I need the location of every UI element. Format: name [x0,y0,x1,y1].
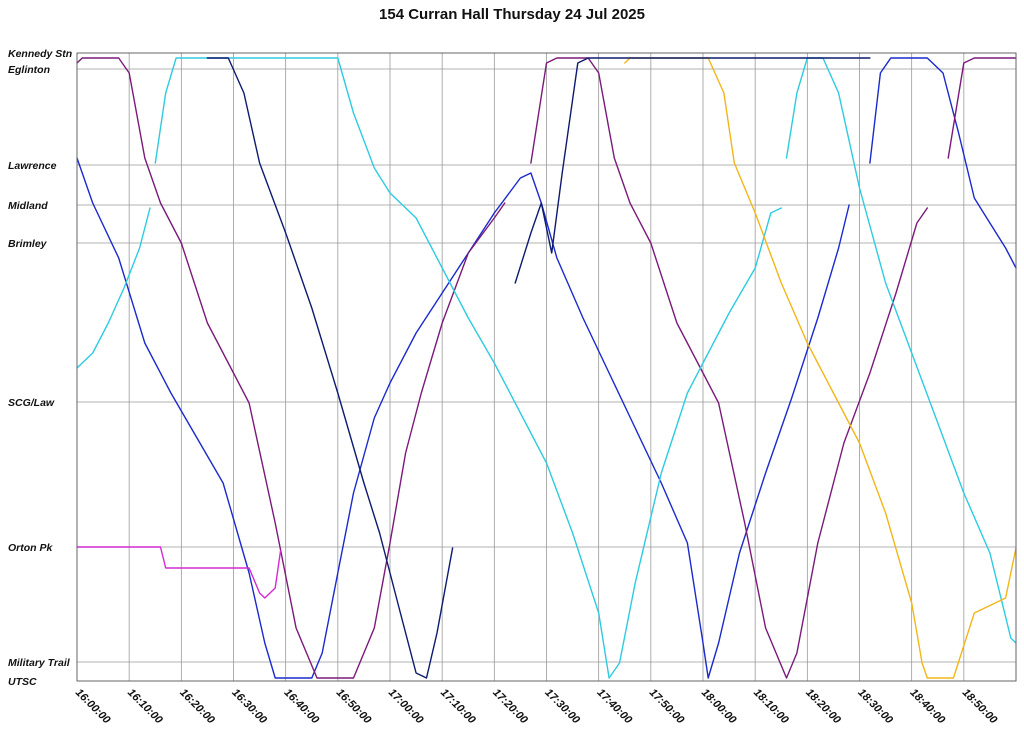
x-axis-time-labels: 16:00:00 16:10:00 16:20:00 16:30:00 16:40:00… [73,687,1000,727]
stop-label: Kennedy Stn [8,48,72,60]
trip-line-4 [530,57,928,679]
stop-label: Military Trail [8,657,71,669]
time-tick-label: 17:30:00 [542,687,582,727]
stop-label: UTSC [8,676,37,688]
time-tick-label: 18:30:00 [855,687,895,727]
trip-line-11 [514,57,871,284]
time-tick-label: 18:00:00 [699,687,739,727]
trip-line-7 [154,57,782,679]
time-tick-label: 16:10:00 [125,687,165,727]
trip-line-6 [76,207,151,369]
trip-line-9 [624,57,1017,679]
time-tick-label: 18:40:00 [908,687,948,727]
time-tick-label: 18:20:00 [803,687,843,727]
time-tick-label: 17:20:00 [490,687,530,727]
trip-line-12 [76,546,282,599]
time-tick-label: 16:30:00 [229,687,269,727]
time-tick-label: 17:00:00 [386,687,426,727]
trip-line-5 [947,57,1017,159]
stop-label: Orton Pk [8,542,53,554]
stop-label: Lawrence [8,160,57,172]
time-tick-label: 16:00:00 [73,687,113,727]
time-tick-label: 17:40:00 [595,687,635,727]
time-tick-label: 18:50:00 [960,687,1000,727]
time-tick-label: 16:20:00 [177,687,217,727]
trip-line-10 [206,57,454,679]
stop-label: Eglinton [8,64,50,76]
stop-label: SCG/Law [8,397,55,409]
plot-area-frame [76,52,1017,682]
stop-label: Brimley [8,238,48,250]
y-axis-stop-labels: Kennedy Stn Eglinton Lawrence Midland Brimle… [8,48,72,688]
time-tick-label: 17:10:00 [438,687,478,727]
trip-series [76,57,1017,679]
time-tick-label: 17:50:00 [647,687,687,727]
stop-label: Midland [8,200,48,212]
trip-line-8 [785,57,1017,644]
trip-line-2 [869,57,1017,269]
chart-title: 154 Curran Hall Thursday 24 Jul 2025 [379,6,645,23]
time-tick-label: 16:50:00 [334,687,374,727]
trip-line-1 [76,157,850,679]
time-tick-label: 16:40:00 [282,687,322,727]
trip-line-3 [76,57,506,679]
gridlines [76,52,1016,682]
time-tick-label: 18:10:00 [751,687,791,727]
